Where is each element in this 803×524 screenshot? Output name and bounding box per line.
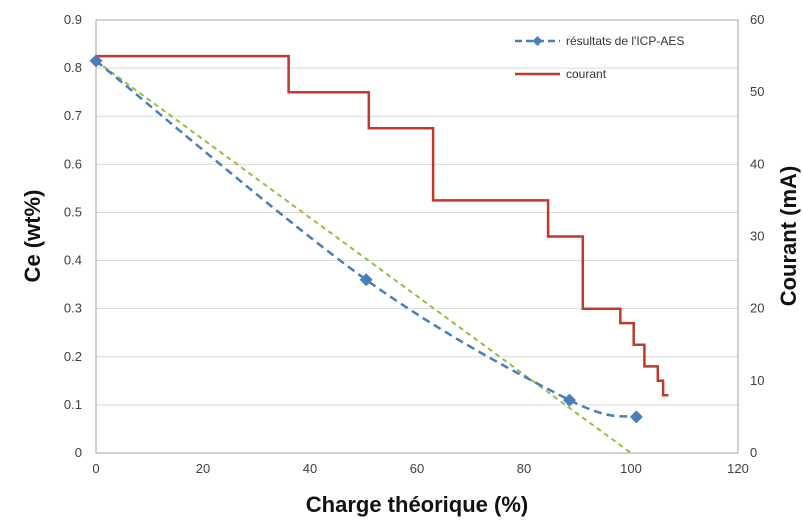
y-left-tick-label: 0.9 (64, 12, 82, 27)
y-left-tick-label: 0.6 (64, 156, 82, 171)
legend-marker-icp (532, 36, 543, 46)
y-left-tick-label: 0.4 (64, 253, 82, 268)
y-right-tick-label: 50 (750, 84, 764, 99)
x-tick-label: 60 (410, 461, 424, 476)
x-tick-label: 80 (517, 461, 531, 476)
tick-labels: 0 0.1 0.2 0.3 0.4 0.5 0.6 0.7 0.8 0.9 0 10 20 30 40 50 6… (64, 12, 765, 476)
y-axis-title-left: Ce (wt%) (20, 190, 45, 283)
icp-aes-point (629, 410, 643, 424)
x-tick-label: 40 (303, 461, 317, 476)
legend: résultats de l'ICP-AES courant (515, 34, 684, 81)
gridlines (96, 19, 738, 454)
trend-line (95, 60, 632, 454)
legend-label-icp: résultats de l'ICP-AES (566, 34, 684, 48)
x-tick-label: 100 (620, 461, 642, 476)
x-tick-label: 20 (196, 461, 210, 476)
y-right-tick-label: 0 (750, 445, 757, 460)
y-axis-title-right: Courant (mA) (776, 166, 801, 307)
y-left-tick-label: 0.1 (64, 397, 82, 412)
y-left-tick-label: 0.8 (64, 60, 82, 75)
courant-line (96, 54, 669, 397)
plot-area (95, 19, 739, 454)
y-right-tick-label: 10 (750, 373, 764, 388)
y-right-tick-label: 30 (750, 229, 764, 244)
y-left-tick-label: 0.3 (64, 301, 82, 316)
y-left-tick-label: 0.2 (64, 349, 82, 364)
y-right-tick-label: 40 (750, 156, 764, 171)
y-left-tick-label: 0 (75, 445, 82, 460)
x-tick-label: 0 (92, 461, 99, 476)
y-right-tick-label: 20 (750, 301, 764, 316)
icp-aes-point (562, 393, 576, 407)
x-axis-title: Charge théorique (%) (306, 492, 528, 517)
y-left-tick-label: 0.5 (64, 204, 82, 219)
icp-aes-point (89, 54, 103, 68)
y-left-tick-label: 0.7 (64, 108, 82, 123)
legend-label-courant: courant (566, 67, 607, 81)
x-tick-label: 120 (727, 461, 749, 476)
icp-aes-point (359, 273, 373, 287)
series-layer (89, 54, 669, 454)
y-right-tick-label: 60 (750, 12, 764, 27)
icp-aes-line (95, 59, 637, 419)
